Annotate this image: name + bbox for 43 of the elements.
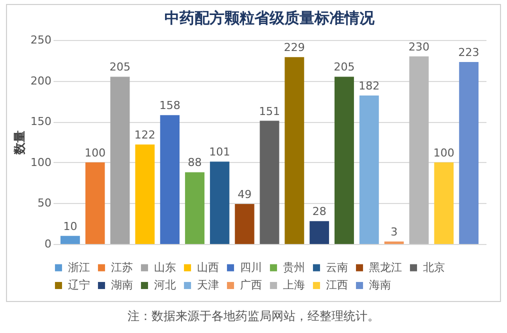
- legend-label: 湖南: [111, 278, 133, 292]
- y-axis-title: 数量: [12, 130, 27, 156]
- data-label: 101: [209, 146, 230, 159]
- legend-label: 浙江: [68, 260, 90, 274]
- legend-label: 江苏: [111, 260, 133, 274]
- legend-label: 辽宁: [68, 278, 90, 292]
- legend-label: 上海: [283, 278, 305, 292]
- data-label: 158: [159, 99, 180, 112]
- legend-label: 山西: [197, 260, 219, 274]
- data-label: 182: [358, 79, 380, 92]
- legend-label: 河北: [154, 278, 176, 292]
- data-label: 49: [238, 188, 252, 202]
- legend-label: 江西: [326, 278, 348, 292]
- chart-title: 中药配方颗粒省级质量标准情况: [164, 9, 376, 27]
- y-tick-label: 100: [30, 156, 52, 169]
- y-tick-label: 0: [44, 238, 52, 250]
- legend-label: 山东: [154, 260, 176, 274]
- text: 注：数据来源于各地药监局网站，经整理统计。: [126, 308, 380, 325]
- legend-label: 云南: [326, 260, 348, 274]
- legend-label: 海南: [369, 278, 391, 292]
- data-label: 28: [312, 205, 326, 218]
- data-label: 230: [408, 40, 430, 54]
- legend-label: 黑龙江: [369, 260, 402, 274]
- data-label: 10: [63, 220, 78, 233]
- y-tick-label: 50: [38, 196, 52, 210]
- data-label: 100: [84, 146, 106, 160]
- data-label: 223: [458, 46, 480, 60]
- data-label: 229: [284, 41, 305, 54]
- legend-label: 北京: [423, 260, 445, 274]
- y-tick-label: 200: [30, 74, 52, 88]
- legend-label: 四川: [240, 260, 262, 274]
- data-label: 205: [110, 60, 131, 74]
- y-tick-label: 150: [30, 115, 52, 128]
- data-label: 151: [259, 104, 280, 118]
- legend-label: 天津: [197, 278, 219, 292]
- legend-label: 贵州: [283, 260, 305, 274]
- data-label: 100: [433, 146, 454, 160]
- legend-label: 广西: [240, 278, 262, 292]
- y-tick-label: 250: [30, 34, 52, 46]
- data-label: 3: [390, 226, 398, 239]
- data-label: 88: [188, 156, 202, 170]
- data-label: 205: [334, 60, 355, 74]
- data-label: 122: [134, 128, 156, 142]
